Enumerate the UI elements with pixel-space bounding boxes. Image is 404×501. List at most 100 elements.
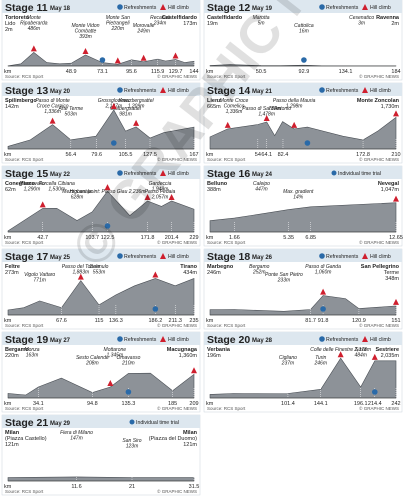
km-tick-label: 101.4 [281,401,295,407]
place-label: 1,478m [258,112,275,118]
panel-frame [1,331,201,413]
place-label: Monte [27,15,41,21]
refreshments-icon [117,170,123,176]
km-tick-label: 134.1 [339,69,353,75]
hill-climb-icon [39,201,46,208]
km-tick-label: 21 [129,484,135,490]
place-label: Passo del Tonale [62,264,100,270]
finish-label: 1,047m [381,187,400,193]
place-label: 123m [126,444,139,450]
place-label: Cattolica [294,23,314,29]
hill-climb-icon [362,4,368,10]
legend-hill-climb: Hill climb [168,337,189,343]
finish-label: 348m [385,276,399,282]
legend-refreshments: Refreshments [326,5,359,11]
panel-banner [2,0,200,13]
itt-icon [331,170,337,176]
start-label: 142m [5,104,19,110]
km-tick-label: 172.8 [356,152,370,158]
km-tick-label: 81.7 [305,318,316,324]
refreshments-icon [152,306,159,312]
credit: © GRAPHIC NEWS [157,156,197,162]
finish-label: 1,730m [381,104,400,110]
place-label: Ripaberarda [20,21,48,27]
place-label: 16m [299,29,309,35]
place-label: San Siro [122,438,141,444]
km-tick-label: 129.7 [169,69,183,75]
place-label: 1,298m [286,104,303,110]
km-tick-label: 242 [391,401,400,407]
source: Source: RCS Sport [5,157,44,162]
legend-refreshments: Refreshments [124,337,157,343]
km-unit: km [4,401,12,407]
credit: © GRAPHIC NEWS [359,322,399,328]
credit: © GRAPHIC NEWS [157,322,197,328]
place-label: 1,883m [72,270,89,276]
hill-climb-icon [362,253,368,259]
legend-refreshments: Refreshments [124,88,157,94]
panel-frame [203,0,403,81]
place-label: Colle delle Finestre 2,178m [310,347,371,353]
panel-frame [203,248,403,330]
itt-icon [129,419,135,425]
place-label: 771m [33,278,46,284]
place-label: Passo della Mauria [273,98,316,104]
km-tick-label: 103.7 [85,235,99,241]
finish-label: 434m [183,270,197,276]
stage-title: Stage 21 [5,417,48,429]
finish-label: 121m [183,442,197,448]
place-label: Mezzocanale [62,189,92,195]
place-label: 1,336m [44,109,61,115]
stage-date: May 26 [252,255,273,261]
place-label: 981m [119,112,132,118]
km-tick-label: 5.35 [283,235,294,241]
start-label: 665m [207,104,221,110]
place-label: Gardeccia [149,181,172,187]
panel-banner [2,83,200,96]
place-label: Monte Croce [220,98,249,104]
stage-date: May 21 [252,89,273,95]
start-label: Marbegno [207,264,234,270]
elevation-profile [7,278,195,316]
km-tick-label: 185 [168,401,177,407]
legend-hill-climb: Hill climb [168,171,189,177]
km-unit: km [4,318,12,324]
km-tick-label: 12.65 [389,235,403,241]
legend-hill-climb: Hill climb [370,5,391,11]
stage-title: Stage 20 [207,334,250,346]
stage-date: May 25 [50,255,71,261]
refreshments-icon [117,253,123,259]
source: Source: RCS Sport [5,406,44,411]
place-label: 1,949m [152,187,169,193]
start-label: Bergamo [5,347,29,353]
finish-label: Sestriere [375,347,399,353]
start-label: Spilimbergo [5,98,37,104]
stage-panel: Stage 18 May 26 Refreshments Hill climb km 81… [203,248,403,330]
place-label: Monte San [106,15,130,21]
panel-banner [204,249,402,262]
refreshments-icon [111,140,117,146]
stage-title: Stage 12 [207,2,250,14]
hill-climb-icon [191,367,197,374]
hill-climb-icon [371,353,378,360]
start-label: 196m [207,353,221,359]
place-label: 1,345m [106,353,123,359]
elevation-profile [7,52,195,67]
credit: © GRAPHIC NEWS [157,405,197,411]
place-label: Marotta [253,15,270,21]
place-label: Piancavallo [19,181,45,187]
km-unit: km [206,401,214,407]
panel-banner [2,415,200,428]
place-label: Monte Vidon [72,23,100,29]
place-label: Gailbergsattel [110,106,142,112]
stage-date: May 20 [50,89,71,95]
place-label: 553m [93,270,106,276]
place-label: Turin [315,355,326,361]
start-label: Milan [5,430,20,436]
credit: © GRAPHIC NEWS [359,73,399,79]
place-label: 1,209m [128,104,145,110]
stage-panel: Stage 21 May 29 Individual time trial km 11.… [1,414,201,496]
km-tick-label: 91.8 [318,318,329,324]
km-tick-label: 82.4 [278,152,289,158]
place-label: Susa [355,347,367,353]
